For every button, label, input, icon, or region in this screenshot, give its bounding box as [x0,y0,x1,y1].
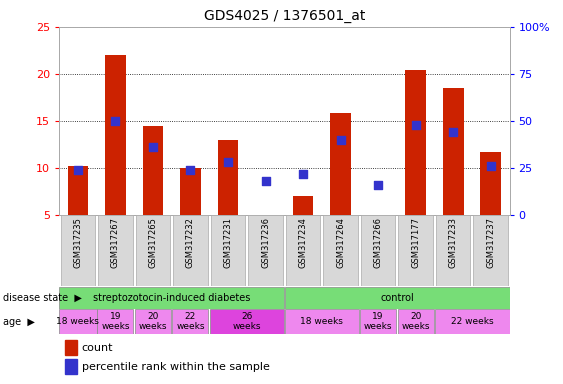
FancyBboxPatch shape [285,287,510,309]
Text: GSM317234: GSM317234 [298,217,307,268]
Text: GSM317267: GSM317267 [111,217,120,268]
FancyBboxPatch shape [136,215,170,286]
Bar [330,113,351,215]
Text: percentile rank within the sample: percentile rank within the sample [82,362,270,372]
Text: GSM317265: GSM317265 [149,217,158,268]
Text: 22 weeks: 22 weeks [451,317,494,326]
Bar [480,152,501,215]
FancyBboxPatch shape [59,309,97,334]
Text: disease state  ▶: disease state ▶ [3,293,82,303]
Point [73,167,82,173]
Text: GSM317177: GSM317177 [411,217,420,268]
Point [336,137,345,143]
Bar [443,88,463,215]
FancyBboxPatch shape [61,215,95,286]
Title: GDS4025 / 1376501_at: GDS4025 / 1376501_at [204,9,365,23]
Text: 19
weeks: 19 weeks [101,312,129,331]
Text: control: control [381,293,414,303]
Bar [293,196,314,215]
Point [111,118,120,124]
Text: 18 weeks: 18 weeks [301,317,343,326]
Point [486,163,495,169]
FancyBboxPatch shape [323,215,358,286]
Text: GSM317236: GSM317236 [261,217,270,268]
Text: age  ▶: age ▶ [3,316,35,327]
FancyBboxPatch shape [285,309,359,334]
FancyBboxPatch shape [360,309,396,334]
Text: 20
weeks: 20 weeks [401,312,430,331]
Bar [180,168,201,215]
FancyBboxPatch shape [361,215,395,286]
FancyBboxPatch shape [399,215,433,286]
FancyBboxPatch shape [436,215,471,286]
Point [374,182,383,188]
Text: streptozotocin-induced diabetes: streptozotocin-induced diabetes [93,293,251,303]
Text: 22
weeks: 22 weeks [176,312,205,331]
Point [186,167,195,173]
Bar [68,166,88,215]
FancyBboxPatch shape [435,309,510,334]
Point [149,144,158,151]
FancyBboxPatch shape [211,215,245,286]
FancyBboxPatch shape [286,215,320,286]
FancyBboxPatch shape [210,309,284,334]
Text: 19
weeks: 19 weeks [364,312,392,331]
Bar [105,55,126,215]
FancyBboxPatch shape [97,309,133,334]
Point [449,129,458,135]
Bar [405,70,426,215]
Point [224,159,233,166]
Text: GSM317233: GSM317233 [449,217,458,268]
Text: GSM317237: GSM317237 [486,217,495,268]
FancyBboxPatch shape [248,215,283,286]
Text: 20
weeks: 20 weeks [138,312,167,331]
Text: 26
weeks: 26 weeks [233,312,261,331]
Point [261,178,270,184]
FancyBboxPatch shape [135,309,171,334]
Text: GSM317266: GSM317266 [374,217,383,268]
Text: count: count [82,343,113,353]
Text: GSM317264: GSM317264 [336,217,345,268]
Point [298,170,307,177]
Text: GSM317231: GSM317231 [224,217,233,268]
FancyBboxPatch shape [172,309,208,334]
Text: GSM317232: GSM317232 [186,217,195,268]
FancyBboxPatch shape [473,215,508,286]
FancyBboxPatch shape [173,215,208,286]
Text: GSM317235: GSM317235 [73,217,82,268]
Bar [218,140,238,215]
Text: 18 weeks: 18 weeks [56,317,99,326]
FancyBboxPatch shape [59,287,284,309]
Bar [142,126,163,215]
FancyBboxPatch shape [98,215,133,286]
Point [411,122,420,128]
FancyBboxPatch shape [397,309,434,334]
